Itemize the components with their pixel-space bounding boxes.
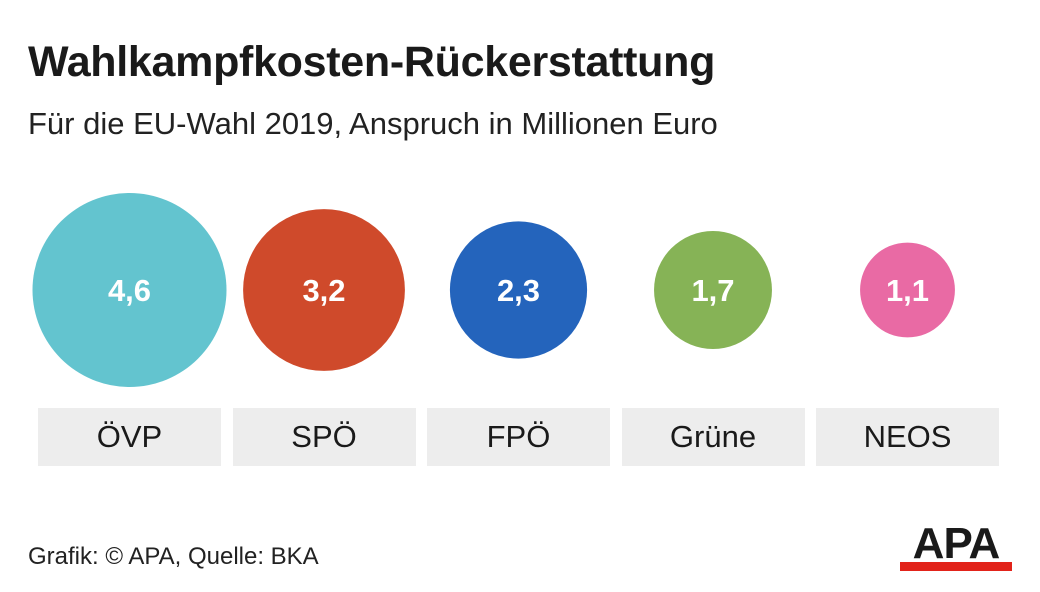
value-label: 4,6: [108, 273, 151, 308]
source-credit: Grafik: © APA, Quelle: BKA: [28, 543, 319, 570]
bubble-chart: 4,6 3,2 2,3 1,7 1,1: [32, 193, 955, 387]
party-label: SPÖ: [232, 408, 416, 466]
chart-title: Wahlkampfkosten-Rückerstattung: [28, 38, 716, 86]
apa-logo: APA: [900, 520, 1012, 571]
party-label: ÖVP: [38, 408, 221, 466]
value-label: 1,1: [886, 273, 929, 308]
party-label: Grüne: [621, 408, 805, 466]
party-label: NEOS: [816, 408, 999, 466]
bubble-neos: [860, 242, 955, 338]
bubble-spö: [243, 209, 405, 371]
party-label: FPÖ: [427, 408, 610, 466]
value-label: 3,2: [302, 273, 345, 308]
value-label: 2,3: [497, 273, 540, 308]
bubble-övp: [32, 193, 227, 387]
chart-subtitle: Für die EU-Wahl 2019, Anspruch in Millio…: [28, 106, 718, 141]
value-label: 1,7: [691, 273, 734, 308]
bubble-fpö: [449, 221, 588, 359]
apa-logo-text: APA: [913, 520, 1000, 568]
apa-logo-bar: [900, 562, 1012, 571]
bubble-grüne: [654, 231, 772, 349]
